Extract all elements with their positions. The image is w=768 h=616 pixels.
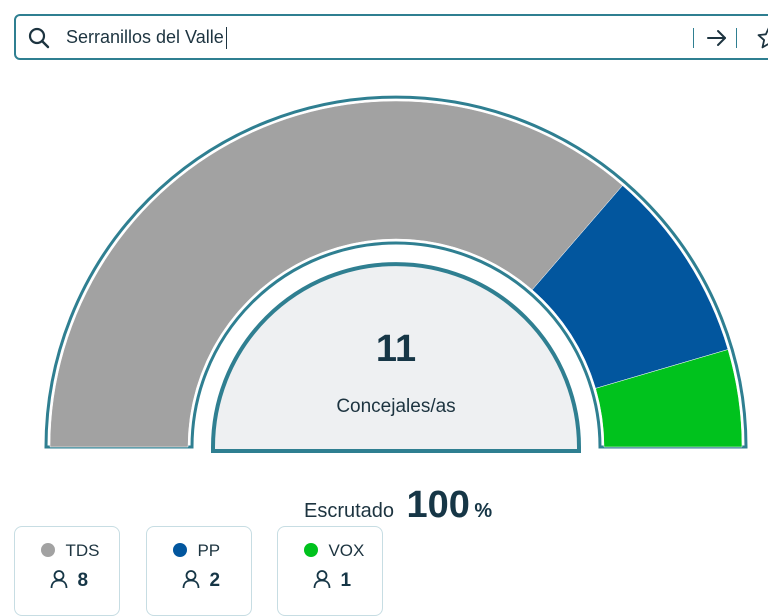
scrutiny-status: Escrutado 100 % xyxy=(304,484,492,528)
total-seats-value: 11 xyxy=(296,328,496,371)
person-icon xyxy=(312,569,332,589)
separator xyxy=(736,28,737,48)
scrutiny-label: Escrutado xyxy=(304,500,394,522)
party-color-dot xyxy=(304,543,318,557)
scrutiny-percentage: 100 xyxy=(407,484,470,526)
scrutiny-unit: % xyxy=(474,500,492,522)
separator xyxy=(693,28,694,48)
party-seats: 1 xyxy=(340,570,351,591)
person-icon xyxy=(181,569,201,589)
party-name: VOX xyxy=(328,541,364,560)
search-bar[interactable] xyxy=(14,14,768,60)
search-icon xyxy=(28,27,50,49)
arrow-right-icon[interactable] xyxy=(704,25,730,51)
party-seats: 2 xyxy=(209,570,220,591)
party-card-pp[interactable]: PP 2 xyxy=(146,526,252,616)
party-card-tds[interactable]: TDS 8 xyxy=(14,526,120,616)
person-icon xyxy=(49,569,69,589)
party-card-vox[interactable]: VOX 1 xyxy=(277,526,383,616)
municipality-search-input[interactable] xyxy=(66,23,666,51)
party-name: TDS xyxy=(65,541,99,560)
party-color-dot xyxy=(41,543,55,557)
total-seats-label: Concejales/as xyxy=(246,396,546,418)
party-color-dot xyxy=(173,543,187,557)
party-name: PP xyxy=(197,541,220,560)
star-icon[interactable] xyxy=(756,25,768,51)
party-seats: 8 xyxy=(77,570,88,591)
text-caret xyxy=(226,27,227,49)
